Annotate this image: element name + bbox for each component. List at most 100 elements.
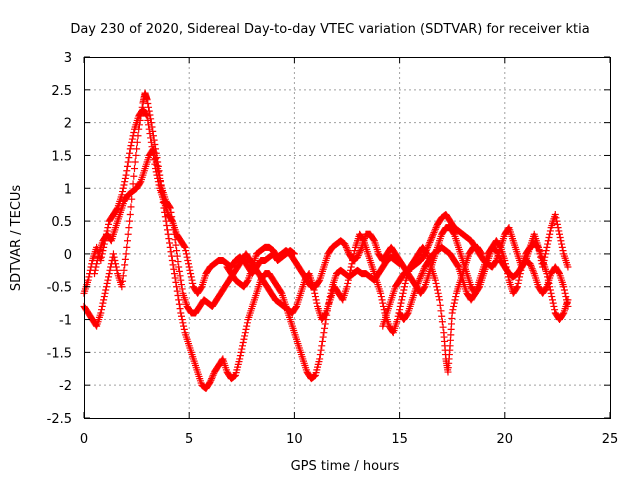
data-point [433,286,441,294]
data-point [157,181,165,189]
data-point [138,108,146,116]
data-point [435,293,443,301]
data-point [564,302,572,310]
data-point [170,270,178,278]
data-point [208,375,216,383]
data-point [539,263,547,271]
data-point [513,283,521,291]
data-point [163,221,171,229]
data-point [561,289,569,297]
data-point [147,115,155,123]
data-point [145,103,153,111]
data-point [377,293,385,301]
data-point [403,310,411,318]
data-point [100,296,108,304]
data-point [315,277,323,285]
data-point [419,268,427,276]
y-tick-label: -0.5 [47,281,72,296]
data-point [169,261,177,269]
data-point [545,234,553,241]
data-point [177,312,185,320]
data-point [185,263,193,271]
data-point [184,260,192,268]
data-point [121,174,129,182]
data-point [133,138,141,146]
data-point [102,283,110,291]
data-point [166,239,174,247]
y-tick-label: 1 [64,182,72,197]
data-point [104,276,112,284]
data-point [133,145,141,153]
data-point [431,225,439,233]
data-point [422,248,430,256]
data-point [514,279,522,287]
data-point [207,376,215,384]
data-point [427,235,435,243]
data-point [181,243,189,251]
data-point [544,237,552,245]
series-track-1 [80,106,298,297]
data-point [495,253,503,261]
data-point [174,258,182,266]
data-point [494,250,502,258]
data-point [93,260,101,268]
data-point [398,296,406,304]
data-point [119,184,127,192]
data-point [543,243,551,251]
data-point [347,263,355,271]
y-tick-label: 0 [64,248,72,263]
data-point [544,240,552,248]
data-point [429,230,437,238]
data-point [438,318,446,326]
data-point [494,252,502,260]
data-point [413,281,421,289]
data-point [399,289,407,297]
data-point [292,304,300,312]
data-point [149,145,157,153]
data-point [180,322,188,330]
data-point [454,262,462,270]
data-point [183,253,191,261]
data-point [401,279,409,287]
data-point [169,221,177,229]
data-point [165,235,173,243]
x-tick-label: 10 [286,432,303,447]
data-point [123,167,131,175]
data-point [162,217,170,225]
data-point [111,256,119,264]
data-point [341,240,349,248]
data-point [180,242,188,250]
data-point [178,285,186,293]
data-point [144,99,152,107]
data-point [471,290,479,298]
data-point [424,242,432,250]
data-point [436,301,444,309]
data-point [344,247,352,255]
data-point [100,293,108,301]
data-point [356,247,364,255]
data-point [541,253,549,261]
plot-frame [84,57,611,419]
data-point [152,158,160,166]
data-point [556,230,564,238]
data-point [170,265,178,273]
data-point [415,276,423,284]
data-point [558,243,566,251]
data-point [123,162,131,170]
data-points [80,89,572,392]
data-point [552,214,560,222]
data-point [540,256,548,264]
y-tick-label: -2.5 [47,412,72,427]
data-point [492,247,500,255]
data-point [345,273,353,281]
data-point [400,286,408,294]
x-tick-label: 20 [497,432,514,447]
data-point [167,208,175,216]
data-point [548,296,556,304]
data-point [535,247,543,255]
data-point [128,195,136,203]
data-point [378,296,386,304]
data-point [130,128,138,136]
data-point [539,260,547,268]
